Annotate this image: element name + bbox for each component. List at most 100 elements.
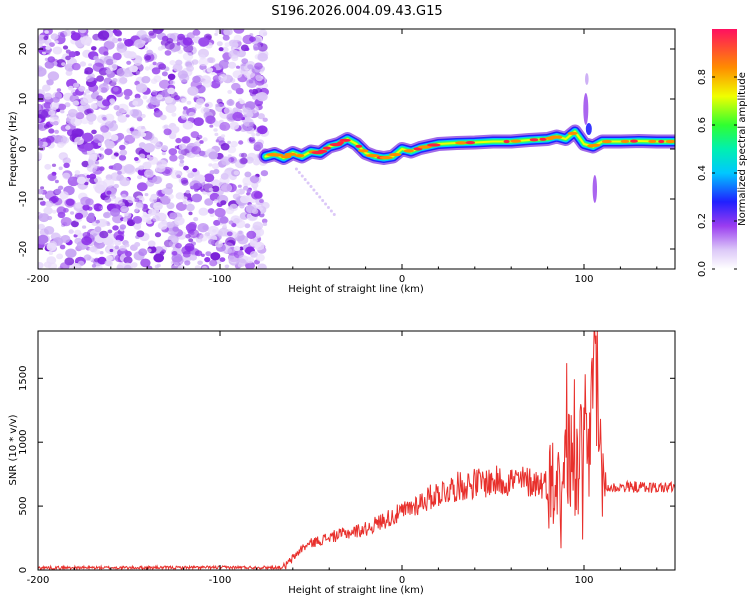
noise-blob <box>91 264 97 268</box>
noise-blob <box>92 134 105 144</box>
noise-blob <box>209 259 218 267</box>
noise-blob <box>326 206 330 209</box>
ridge-hotspot <box>270 153 284 157</box>
noise-blob <box>182 52 194 61</box>
noise-blob <box>110 208 121 217</box>
noise-blob <box>218 182 224 187</box>
noise-blob <box>253 187 257 191</box>
ridge-hotspot <box>403 149 414 153</box>
noise-blob <box>74 136 84 145</box>
noise-blob <box>114 197 123 205</box>
noise-blob <box>242 107 252 116</box>
noise-blob <box>60 217 72 227</box>
noise-blob <box>44 60 55 69</box>
noise-blob <box>63 162 70 168</box>
noise-blob <box>206 67 214 73</box>
noise-blob <box>242 34 254 45</box>
noise-blob <box>233 218 240 224</box>
noise-blob <box>81 132 94 142</box>
noise-blob <box>169 212 177 219</box>
noise-blob <box>220 143 230 151</box>
ridge-hotspot <box>665 139 675 144</box>
noise-blob <box>226 231 233 237</box>
noise-blob <box>218 74 228 82</box>
noise-blob <box>171 251 178 256</box>
noise-blob <box>89 77 95 82</box>
noise-blob <box>217 215 228 224</box>
noise-blob <box>116 67 128 78</box>
noise-blob <box>118 154 127 161</box>
noise-blob <box>216 41 223 47</box>
noise-blob <box>40 200 46 206</box>
noise-blob <box>218 47 224 52</box>
noise-blob <box>75 202 82 209</box>
spectrogram-y-tick-label: 0 <box>18 146 29 152</box>
noise-blob <box>49 102 59 111</box>
noise-blob <box>199 140 204 144</box>
ridge-hotspot <box>590 143 601 147</box>
noise-blob <box>109 248 114 253</box>
ridge-hotspot <box>539 137 547 141</box>
noise-blob <box>112 225 119 231</box>
noise-blob <box>205 251 212 257</box>
noise-blob <box>238 98 243 102</box>
noise-blob <box>67 108 78 118</box>
noise-blob <box>82 231 91 239</box>
noise-blob <box>154 264 160 269</box>
noise-blob <box>204 257 211 263</box>
noise-blob <box>238 140 244 145</box>
noise-blob <box>117 115 127 123</box>
noise-blob <box>139 132 147 138</box>
noise-blob <box>61 62 66 66</box>
noise-blob <box>112 78 118 83</box>
noise-blob <box>175 192 185 200</box>
noise-blob <box>148 156 159 165</box>
noise-blob <box>220 183 233 193</box>
noise-blob <box>204 103 210 107</box>
noise-blob <box>65 198 75 206</box>
noise-blob <box>106 190 112 195</box>
noise-blob <box>62 45 69 50</box>
ridge-hotspot <box>337 141 344 145</box>
noise-blob <box>129 65 139 73</box>
noise-blob <box>159 79 171 90</box>
noise-blob <box>119 177 131 187</box>
noise-blob <box>237 184 242 188</box>
noise-blob <box>51 163 57 167</box>
noise-blob <box>150 193 158 200</box>
colorbar-tick-label: 0.0 <box>697 261 708 277</box>
noise-blob <box>112 52 122 61</box>
noise-blob <box>47 173 57 182</box>
noise-blob <box>179 159 185 164</box>
ridge-hotspot <box>455 141 468 145</box>
noise-blob <box>230 140 238 148</box>
noise-blob <box>321 199 325 202</box>
noise-blob <box>157 46 164 51</box>
noise-blob <box>38 145 46 151</box>
noise-blob <box>59 191 69 200</box>
noise-blob <box>163 124 169 129</box>
noise-blob <box>161 145 169 151</box>
noise-blob <box>186 100 192 105</box>
noise-blob <box>134 242 141 247</box>
noise-blob <box>116 264 124 269</box>
noise-blob <box>257 113 265 120</box>
noise-blob <box>237 263 243 268</box>
noise-blob <box>191 59 199 65</box>
noise-blob <box>146 171 152 176</box>
noise-blob <box>196 98 205 105</box>
noise-blob <box>104 113 115 123</box>
noise-blob <box>94 203 102 210</box>
noise-blob <box>168 148 178 156</box>
noise-blob <box>107 35 116 43</box>
noise-blob <box>40 186 45 190</box>
noise-blob <box>227 145 237 154</box>
noise-blob <box>142 95 148 100</box>
noise-blob <box>93 176 102 184</box>
noise-blob <box>38 189 44 195</box>
colorbar-tick-label: 0.4 <box>697 165 708 181</box>
noise-blob <box>182 37 193 46</box>
disturbance-upper-tail <box>585 73 589 85</box>
noise-blob <box>261 201 270 210</box>
noise-blob <box>172 226 179 232</box>
